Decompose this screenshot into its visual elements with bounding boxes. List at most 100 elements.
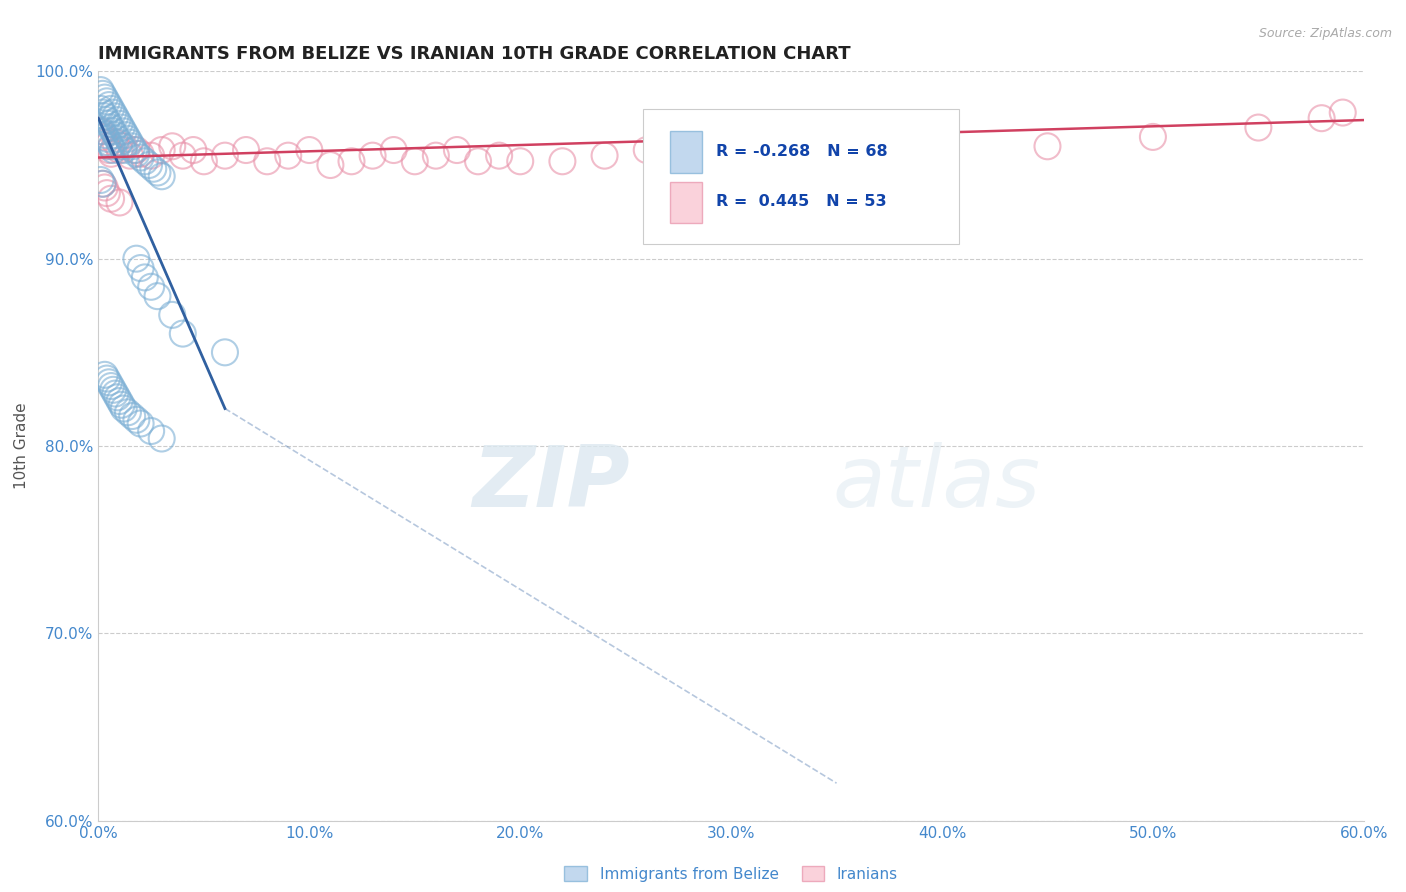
Point [931,143,953,157]
Point [804,149,827,163]
Point [125,143,148,157]
Point [636,143,658,157]
Point [98,98,121,112]
Point [277,149,299,163]
Point [91,124,114,138]
FancyBboxPatch shape [671,131,702,172]
Point [150,143,173,157]
Text: R = -0.268   N = 68: R = -0.268 N = 68 [716,144,887,159]
Point [125,252,148,266]
Point [104,136,127,150]
Point [103,383,125,397]
Point [108,143,131,157]
Point [146,289,169,303]
Text: R =  0.445   N = 53: R = 0.445 N = 53 [716,194,887,210]
Point [256,154,278,169]
Point [96,132,118,146]
Point [111,398,132,412]
Point [112,139,135,153]
Point [1247,120,1270,135]
Point [121,409,143,423]
Point [90,102,112,116]
Point [214,345,236,359]
Point [129,151,152,165]
Point [93,128,117,142]
Point [90,173,112,187]
Point [98,117,121,131]
Point [150,432,173,446]
Point [141,149,163,163]
Point [96,113,118,128]
Point [91,87,114,101]
Point [124,143,146,157]
Point [112,143,135,157]
FancyBboxPatch shape [671,181,702,223]
Point [117,132,139,146]
Point [1310,112,1333,126]
Point [889,149,911,163]
Point [100,379,122,393]
Point [107,390,129,404]
Point [103,143,125,157]
Point [129,146,152,161]
Point [100,139,122,153]
Point [1036,139,1059,153]
Point [150,169,173,184]
Point [111,139,132,153]
Point [108,394,131,409]
Point [98,143,121,157]
Point [467,154,489,169]
Point [298,143,321,157]
Legend: Immigrants from Belize, Iranians: Immigrants from Belize, Iranians [558,860,904,888]
Point [142,161,165,176]
Point [678,139,700,153]
Point [121,139,143,153]
Point [488,149,510,163]
Point [100,192,122,206]
Point [172,149,194,163]
Point [91,177,114,191]
Point [425,149,447,163]
Point [214,149,236,163]
Point [98,136,121,150]
Point [183,143,205,157]
Point [104,109,127,123]
Point [446,143,468,157]
Point [96,95,118,109]
Point [91,105,114,120]
Y-axis label: 10th Grade: 10th Grade [14,402,28,490]
Point [762,143,785,157]
Point [193,154,215,169]
Point [91,130,114,145]
Point [551,154,574,169]
FancyBboxPatch shape [643,109,959,244]
Point [319,158,342,172]
Point [93,368,117,382]
Point [382,143,405,157]
Point [111,120,132,135]
Point [117,405,139,419]
Point [100,120,122,135]
Point [1142,130,1164,145]
Point [172,326,194,341]
Point [96,371,118,385]
Point [162,308,183,322]
Point [96,186,118,201]
Point [100,146,122,161]
Point [134,154,156,169]
Point [125,146,148,161]
Point [509,154,531,169]
Point [108,136,131,150]
Point [112,401,135,416]
Text: atlas: atlas [832,442,1040,525]
Point [134,270,156,285]
Point [162,139,183,153]
Text: Source: ZipAtlas.com: Source: ZipAtlas.com [1258,27,1392,40]
Point [1331,105,1354,120]
Point [100,102,122,116]
Point [361,149,384,163]
Point [98,376,121,390]
Point [129,417,152,431]
Point [125,413,148,427]
Point [96,139,118,153]
